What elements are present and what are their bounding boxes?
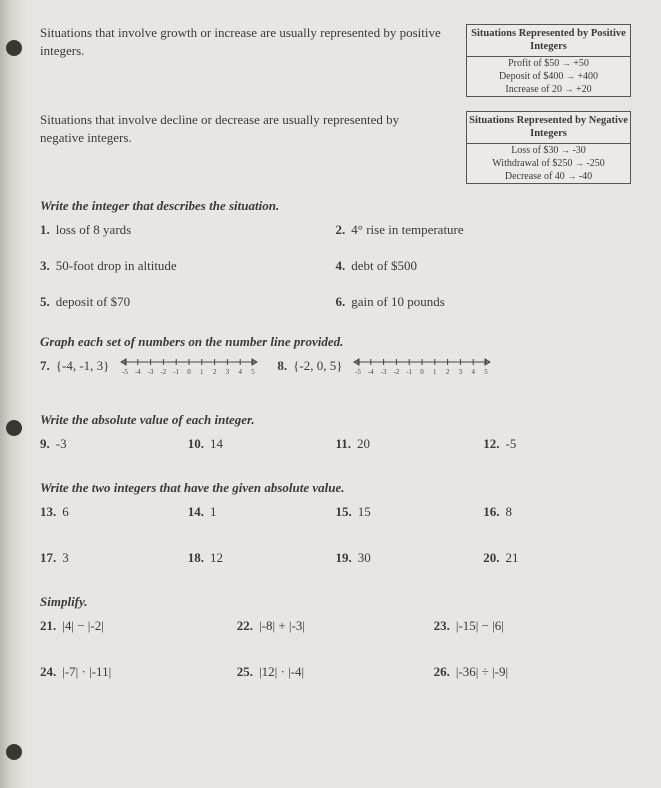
svg-text:1: 1 (434, 368, 438, 376)
svg-text:4: 4 (472, 368, 476, 376)
q-row: 3.50-foot drop in altitude 4.debt of $50… (40, 254, 631, 278)
q-row: 5.deposit of $70 6.gain of 10 pounds (40, 290, 631, 314)
section1-title: Write the integer that describes the sit… (40, 198, 631, 214)
intro-negative-text: Situations that involve decline or decre… (40, 111, 446, 146)
svg-text:3: 3 (226, 368, 230, 376)
q-row: 13.6 14.1 15.15 16.8 (40, 500, 631, 524)
binder-hole (6, 744, 22, 760)
binder-hole (6, 40, 22, 56)
q-row: 1.loss of 8 yards 2.4° rise in temperatu… (40, 218, 631, 242)
svg-text:0: 0 (188, 368, 192, 376)
neg-row: Decrease of 40 → -40 (467, 170, 630, 183)
section3-title: Write the absolute value of each integer… (40, 412, 631, 428)
positive-box-header: Situations Represented by Positive Integ… (467, 25, 630, 57)
pos-row: Increase of 20 → +20 (467, 83, 630, 96)
svg-text:-1: -1 (407, 368, 413, 376)
pos-row: Deposit of $400 → +400 (467, 70, 630, 83)
svg-text:-4: -4 (135, 368, 141, 376)
section5-title: Simplify. (40, 594, 631, 610)
neg-row: Withdrawal of $250 → -250 (467, 157, 630, 170)
svg-text:-1: -1 (174, 368, 180, 376)
section2-title: Graph each set of numbers on the number … (40, 334, 631, 350)
binder-hole (6, 420, 22, 436)
svg-text:5: 5 (252, 368, 256, 376)
numberline-1: -5 -4 -3 -2 -1 01 2 3 4 5 (119, 354, 259, 378)
q-row: 17.3 18.12 19.30 20.21 (40, 546, 631, 570)
svg-text:-2: -2 (161, 368, 167, 376)
svg-text:-3: -3 (381, 368, 387, 376)
svg-text:2: 2 (213, 368, 217, 376)
svg-text:-2: -2 (394, 368, 400, 376)
numberline-2: -5 -4 -3 -2 -1 0 12 3 4 5 (352, 354, 492, 378)
q-row: 9.-3 10.14 11.20 12.-5 (40, 432, 631, 456)
svg-text:3: 3 (459, 368, 463, 376)
intro-positive-text: Situations that involve growth or increa… (40, 24, 446, 59)
svg-text:-4: -4 (368, 368, 374, 376)
q-row: 21.|4| − |-2| 22.|-8| + |-3| 23.|-15| − … (40, 614, 631, 638)
section4-title: Write the two integers that have the giv… (40, 480, 631, 496)
intro-positive-row: Situations that involve growth or increa… (40, 24, 631, 97)
positive-box: Situations Represented by Positive Integ… (466, 24, 631, 97)
q-row: 24.|-7| · |-11| 25.|12| · |-4| 26.|-36| … (40, 660, 631, 684)
svg-text:-3: -3 (148, 368, 154, 376)
numberline-row: 7.{-4, -1, 3} -5-4-3-2-1012345 8.{-2, 0,… (40, 354, 631, 378)
neg-row: Loss of $30 → -30 (467, 144, 630, 157)
negative-box-header: Situations Represented by Negative Integ… (467, 112, 630, 144)
svg-text:2: 2 (446, 368, 450, 376)
pos-row: Profit of $50 → +50 (467, 57, 630, 70)
svg-text:4: 4 (239, 368, 243, 376)
svg-text:-5: -5 (356, 368, 362, 376)
negative-box: Situations Represented by Negative Integ… (466, 111, 631, 184)
svg-text:1: 1 (200, 368, 204, 376)
svg-text:0: 0 (421, 368, 425, 376)
svg-text:-5: -5 (122, 368, 128, 376)
intro-negative-row: Situations that involve decline or decre… (40, 111, 631, 184)
svg-text:5: 5 (485, 368, 489, 376)
